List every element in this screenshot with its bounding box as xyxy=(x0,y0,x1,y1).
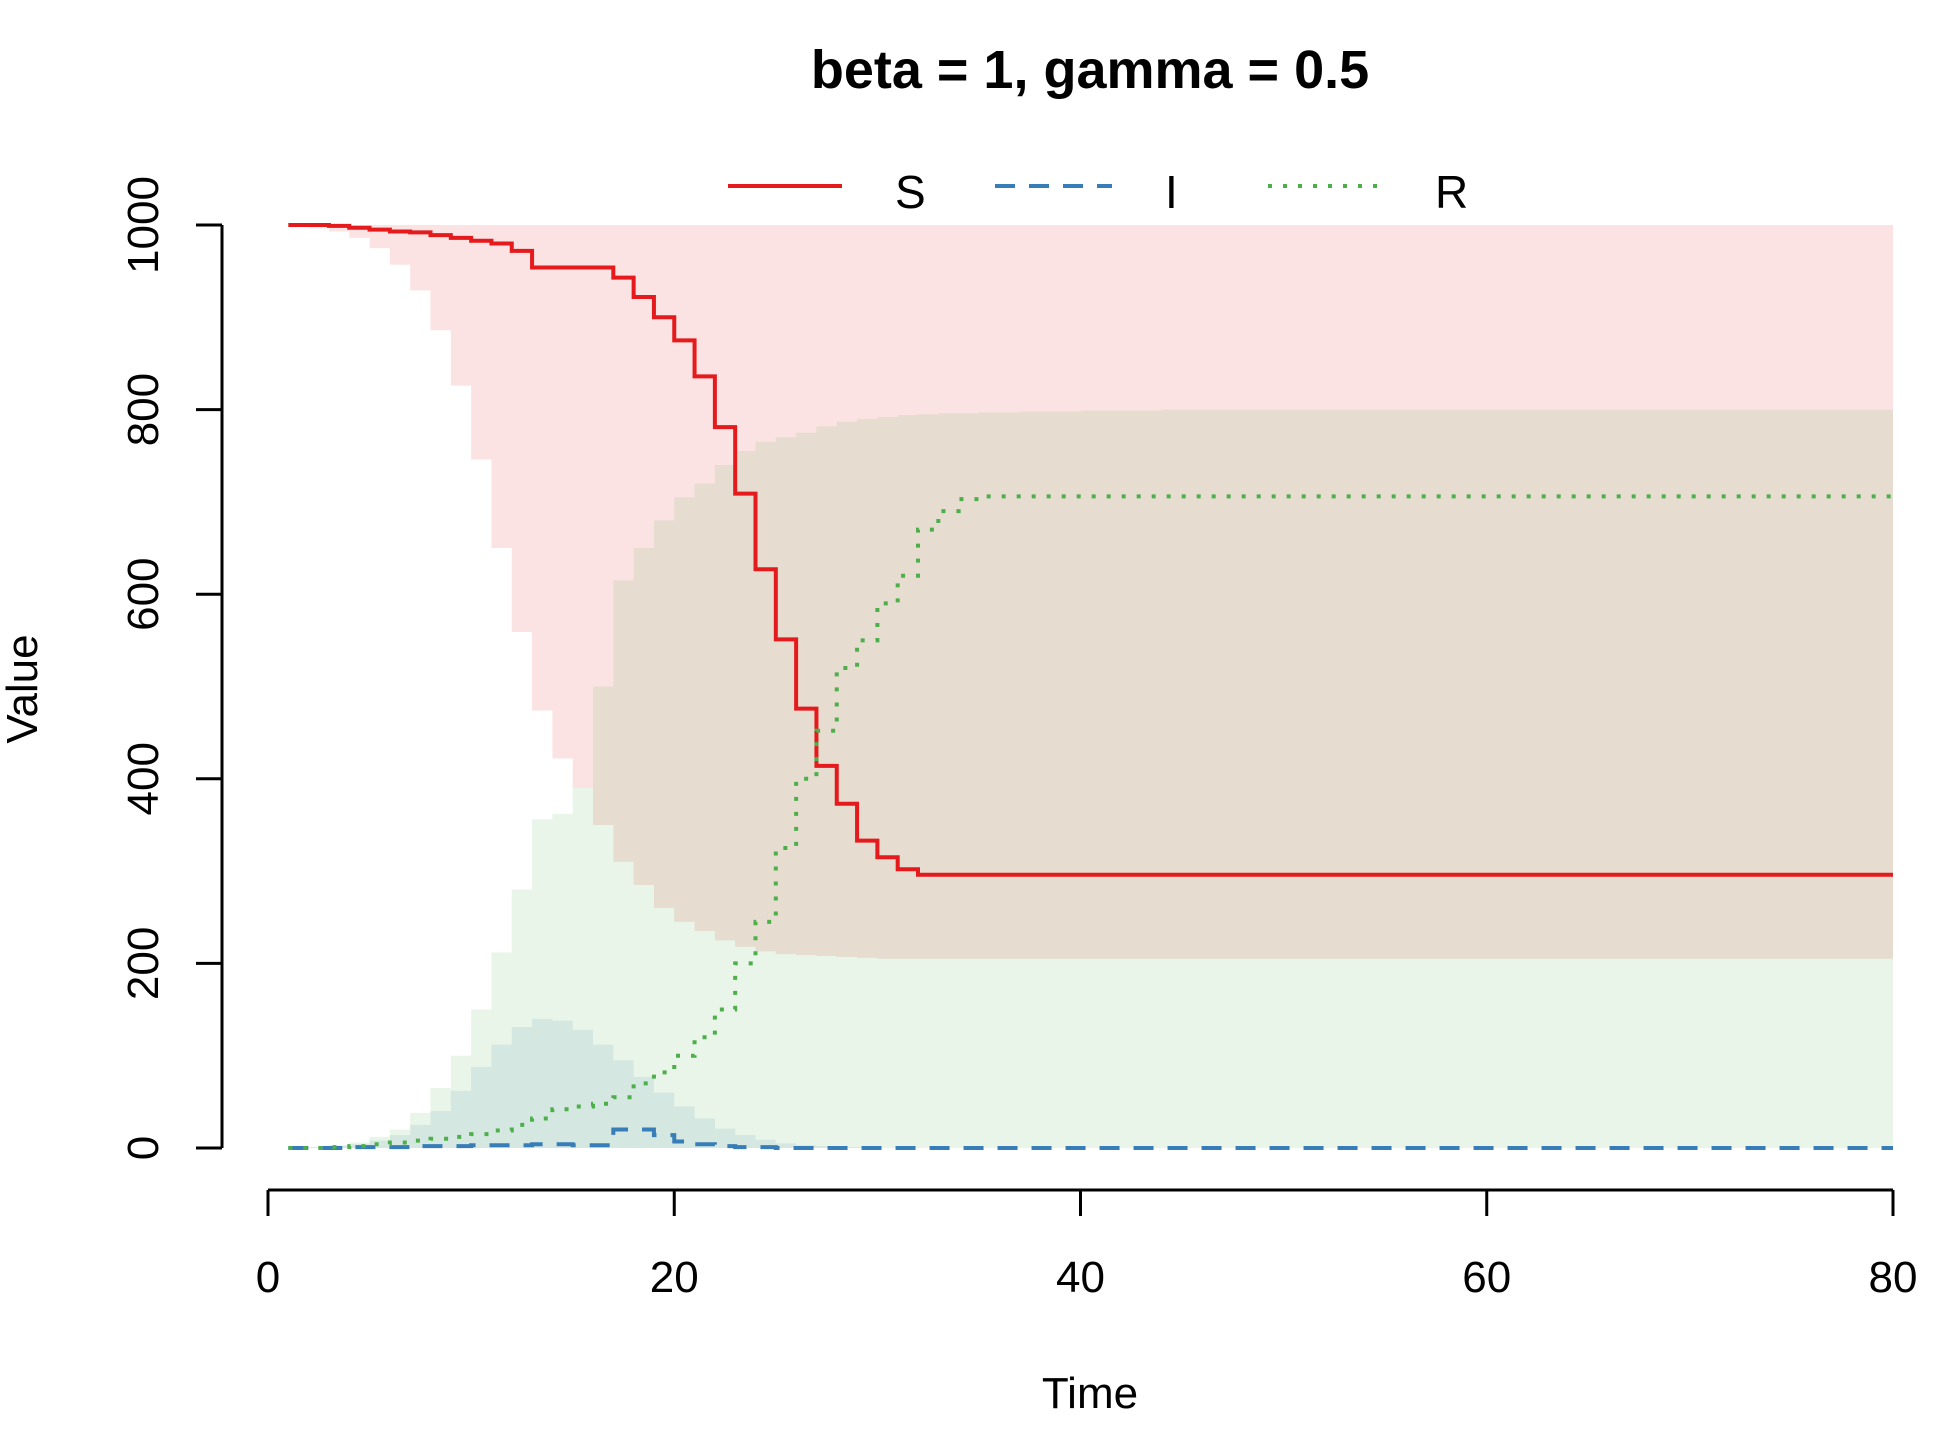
legend-label-I: I xyxy=(1165,166,1178,218)
y-tick-label: 600 xyxy=(119,557,168,630)
band-R xyxy=(288,409,1893,1149)
x-tick-label: 20 xyxy=(650,1253,699,1302)
x-ticks: 0 20 40 60 80 xyxy=(256,1190,1918,1302)
x-tick-label: 60 xyxy=(1462,1253,1511,1302)
band-I xyxy=(288,1018,1893,1148)
x-tick-label: 80 xyxy=(1869,1253,1918,1302)
chart-title: beta = 1, gamma = 0.5 xyxy=(811,40,1369,100)
band-S xyxy=(288,225,1893,959)
series-line-S xyxy=(288,223,1893,877)
x-axis-title: Time xyxy=(1042,1369,1138,1418)
x-tick-label: 0 xyxy=(256,1253,280,1302)
series-lines xyxy=(288,223,1893,1150)
series-line-R xyxy=(288,494,1893,1150)
y-tick-label: 0 xyxy=(119,1136,168,1160)
y-axis: 0 200 400 600 800 1000 xyxy=(119,176,224,1160)
y-tick-label: 400 xyxy=(119,742,168,815)
y-tick-label: 200 xyxy=(119,927,168,1000)
y-axis-title: Value xyxy=(0,634,47,743)
y-tick-label: 1000 xyxy=(119,176,168,274)
x-tick-label: 40 xyxy=(1056,1253,1105,1302)
confidence-bands xyxy=(288,225,1893,1149)
y-tick-label: 800 xyxy=(119,373,168,446)
legend-label-S: S xyxy=(895,166,926,218)
y-ticks: 0 200 400 600 800 1000 xyxy=(119,176,222,1160)
legend-label-R: R xyxy=(1435,166,1468,218)
x-axis: 0 20 40 60 80 xyxy=(256,1188,1918,1302)
series-line-I xyxy=(288,1127,1893,1150)
